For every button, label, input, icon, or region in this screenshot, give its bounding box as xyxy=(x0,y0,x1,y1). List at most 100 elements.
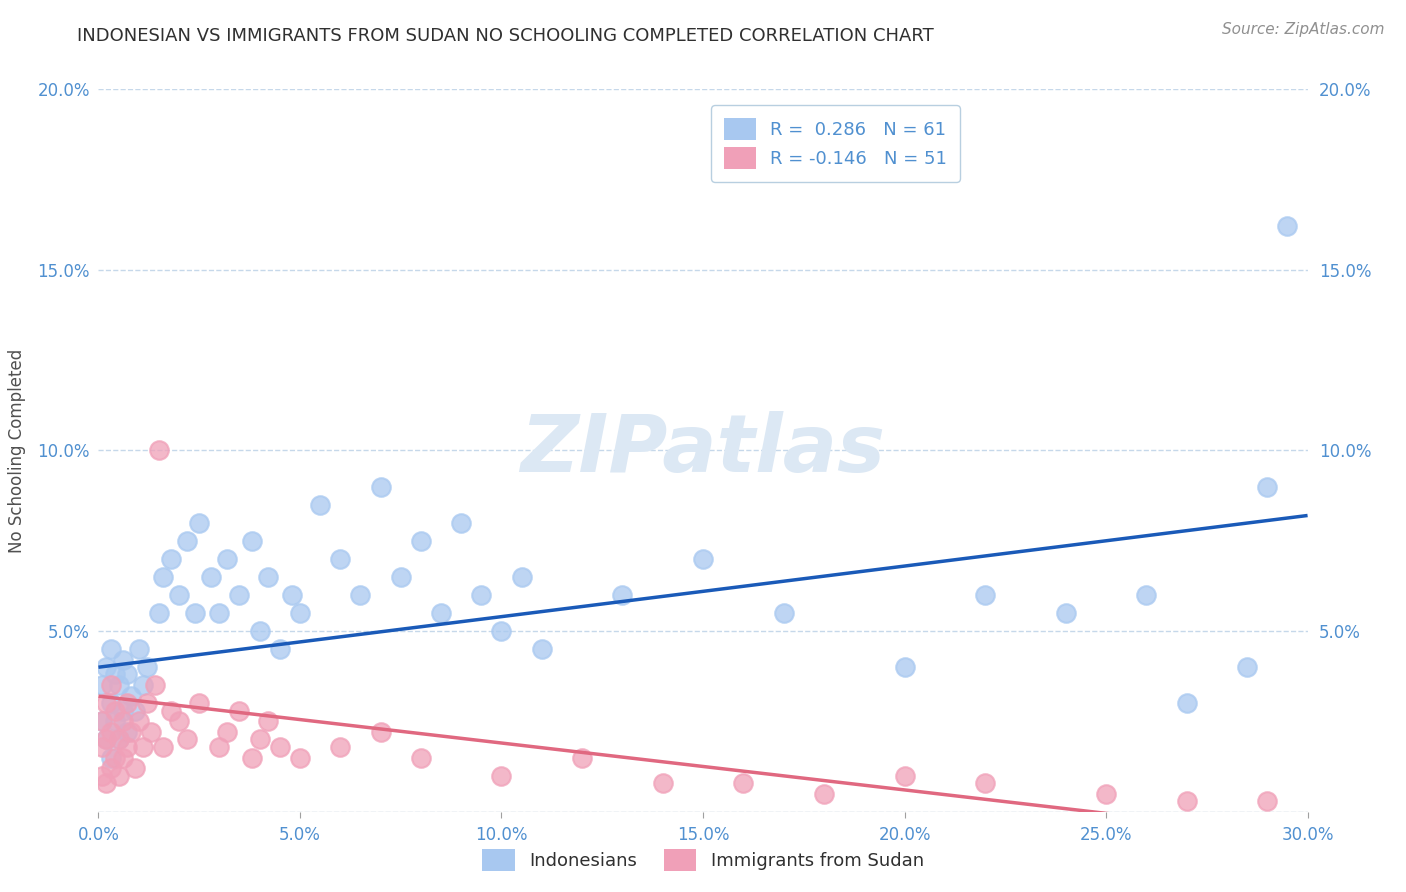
Point xyxy=(309,498,332,512)
Point xyxy=(135,660,157,674)
Point xyxy=(96,697,118,711)
Point xyxy=(409,750,432,764)
Point xyxy=(107,678,129,692)
Point xyxy=(430,606,453,620)
Point xyxy=(208,739,231,754)
Point xyxy=(329,551,352,566)
Point xyxy=(91,769,114,783)
Point xyxy=(1256,480,1278,494)
Point xyxy=(269,642,291,657)
Point xyxy=(184,606,207,620)
Point xyxy=(152,570,174,584)
Point xyxy=(111,653,134,667)
Text: ZIPatlas: ZIPatlas xyxy=(520,411,886,490)
Point xyxy=(100,697,122,711)
Point xyxy=(176,533,198,548)
Point xyxy=(269,739,291,754)
Point xyxy=(256,714,278,729)
Point xyxy=(111,714,134,729)
Point xyxy=(111,704,134,718)
Point xyxy=(249,624,271,639)
Legend: Indonesians, Immigrants from Sudan: Indonesians, Immigrants from Sudan xyxy=(475,842,931,879)
Point xyxy=(470,588,492,602)
Point xyxy=(100,678,122,692)
Point xyxy=(124,704,146,718)
Point xyxy=(111,750,134,764)
Point xyxy=(120,725,142,739)
Point xyxy=(893,769,915,783)
Point xyxy=(329,739,352,754)
Point xyxy=(100,761,122,775)
Point xyxy=(160,704,183,718)
Point xyxy=(370,725,392,739)
Point xyxy=(491,624,513,639)
Point xyxy=(256,570,278,584)
Point xyxy=(152,739,174,754)
Point xyxy=(96,732,118,747)
Point xyxy=(148,443,170,458)
Point xyxy=(612,588,634,602)
Point xyxy=(135,697,157,711)
Point xyxy=(139,725,162,739)
Point xyxy=(281,588,304,602)
Legend: R =  0.286   N = 61, R = -0.146   N = 51: R = 0.286 N = 61, R = -0.146 N = 51 xyxy=(711,105,960,182)
Point xyxy=(288,606,311,620)
Point xyxy=(115,739,138,754)
Point xyxy=(167,714,190,729)
Point xyxy=(128,714,150,729)
Point xyxy=(103,750,125,764)
Point xyxy=(349,588,371,602)
Point xyxy=(143,678,166,692)
Point xyxy=(96,660,118,674)
Point xyxy=(132,678,155,692)
Point xyxy=(217,725,239,739)
Point xyxy=(160,551,183,566)
Point xyxy=(91,714,114,729)
Point xyxy=(107,732,129,747)
Point xyxy=(1277,219,1299,234)
Point xyxy=(240,533,263,548)
Point xyxy=(1095,787,1118,801)
Point xyxy=(288,750,311,764)
Point xyxy=(120,689,142,703)
Point xyxy=(1135,588,1157,602)
Point xyxy=(167,588,190,602)
Point xyxy=(530,642,553,657)
Point xyxy=(571,750,593,764)
Point xyxy=(128,642,150,657)
Point xyxy=(1175,794,1198,808)
Point xyxy=(217,551,239,566)
Point xyxy=(1054,606,1077,620)
Point xyxy=(1256,794,1278,808)
Point xyxy=(103,667,125,681)
Point xyxy=(176,732,198,747)
Point xyxy=(132,739,155,754)
Point xyxy=(115,697,138,711)
Point xyxy=(200,570,222,584)
Point xyxy=(893,660,915,674)
Point xyxy=(692,551,714,566)
Point xyxy=(115,667,138,681)
Point xyxy=(107,769,129,783)
Point xyxy=(1175,697,1198,711)
Point xyxy=(651,776,673,790)
Point xyxy=(772,606,794,620)
Point xyxy=(228,588,250,602)
Point xyxy=(389,570,412,584)
Point xyxy=(733,776,755,790)
Y-axis label: No Schooling Completed: No Schooling Completed xyxy=(8,349,27,552)
Point xyxy=(188,697,211,711)
Point xyxy=(240,750,263,764)
Point xyxy=(107,732,129,747)
Point xyxy=(208,606,231,620)
Point xyxy=(103,714,125,729)
Point xyxy=(409,533,432,548)
Point xyxy=(974,776,997,790)
Point xyxy=(450,516,472,530)
Point xyxy=(491,769,513,783)
Point xyxy=(91,714,114,729)
Point xyxy=(148,606,170,620)
Point xyxy=(228,704,250,718)
Point xyxy=(813,787,835,801)
Point xyxy=(100,725,122,739)
